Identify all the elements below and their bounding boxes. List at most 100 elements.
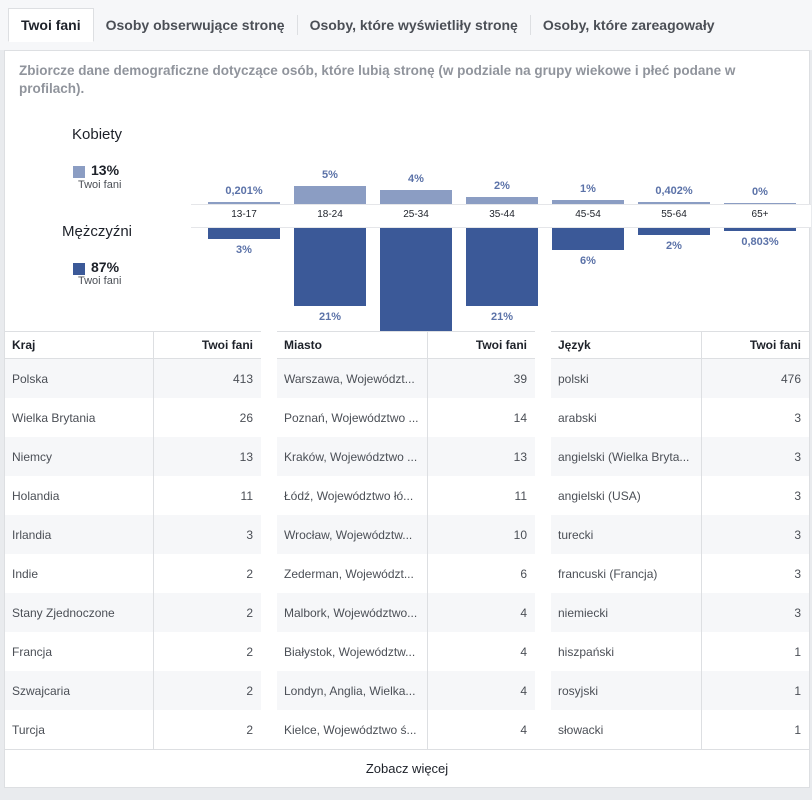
row-value: 2 [153, 593, 261, 632]
label-women-35-44: 2% [494, 179, 510, 192]
country-table: Kraj Twoi fani Polska 413 Wielka Brytania 2… [5, 331, 261, 749]
bar-women-55-64[interactable] [638, 202, 710, 204]
label-women-25-34: 4% [408, 172, 424, 185]
table-row: Stany Zjednoczone 2 [5, 593, 261, 632]
table-row: turecki 3 [551, 515, 809, 554]
row-value: 13 [427, 437, 535, 476]
bar-men-13-17[interactable] [208, 228, 280, 240]
men-swatch [73, 263, 85, 275]
bar-women-18-24[interactable] [294, 186, 366, 204]
row-name: rosyjski [558, 683, 599, 698]
table-row: Białystok, Województw... 4 [277, 632, 535, 671]
table-row: angielski (Wielka Bryta... 3 [551, 437, 809, 476]
bar-women-35-44[interactable] [466, 196, 538, 204]
table-row: Kraków, Województwo ... 13 [277, 437, 535, 476]
row-name: Białystok, Województw... [284, 644, 416, 659]
table-row: Kielce, Województwo ś... 4 [277, 710, 535, 749]
tables-area: Kraj Twoi fani Polska 413 Wielka Brytania 2… [5, 331, 811, 749]
row-name: Holandia [12, 488, 60, 503]
row-value: 10 [427, 515, 535, 554]
table-row: francuski (Francja) 3 [551, 554, 809, 593]
bar-women-45-54[interactable] [552, 200, 624, 204]
tab-fans[interactable]: Twoi fani [8, 8, 94, 42]
table-header: Kraj Twoi fani [5, 331, 261, 359]
bar-men-45-54[interactable] [552, 228, 624, 251]
header-fans[interactable]: Twoi fani [153, 332, 261, 358]
table-row: Indie 2 [5, 554, 261, 593]
row-name: Szwajcaria [12, 683, 71, 698]
bar-women-13-17[interactable] [208, 202, 280, 204]
row-value: 3 [701, 476, 809, 515]
row-value: 2 [153, 632, 261, 671]
row-name: Indie [12, 566, 39, 581]
age-label-55-64: 55-64 [661, 209, 687, 220]
label-men-35-44: 21% [490, 310, 514, 323]
label-women-13-17: 0,201% [225, 185, 263, 197]
table-row: Łódź, Województwo łó... 11 [277, 476, 535, 515]
table-gap [535, 331, 551, 749]
table-row: Niemcy 13 [5, 437, 261, 476]
table-row: arabski 3 [551, 398, 809, 437]
see-more-button[interactable]: Zobacz więcej [5, 749, 809, 787]
women-pct: 13% [91, 162, 120, 178]
table-row: polski 476 [551, 359, 809, 398]
header-country[interactable]: Kraj [12, 338, 36, 352]
tab-separator [529, 15, 531, 35]
row-name: Stany Zjednoczone [12, 605, 115, 620]
row-value: 13 [153, 437, 261, 476]
bar-men-65+[interactable] [724, 228, 796, 231]
women-sub: Twoi fani [78, 179, 122, 191]
row-value: 11 [427, 476, 535, 515]
row-name: Turcja [12, 722, 45, 737]
row-value: 11 [153, 476, 261, 515]
row-name: polski [558, 371, 589, 386]
table-row: Szwajcaria 2 [5, 671, 261, 710]
row-value: 26 [153, 398, 261, 437]
age-gender-chart: Kobiety 13% Twoi fani Mężczyźni 87% Twoi… [5, 51, 811, 371]
row-value: 14 [427, 398, 535, 437]
tab-followers[interactable]: Osoby obserwujące stronę [105, 17, 285, 33]
men-title: Mężczyźni [62, 223, 133, 240]
row-value: 413 [153, 359, 261, 398]
label-men-18-24: 21% [318, 310, 342, 323]
tab-separator [296, 15, 298, 35]
row-name: Warszawa, Województ... [284, 371, 415, 386]
row-value: 39 [427, 359, 535, 398]
language-table: Język Twoi fani polski 476 arabski 3 angiels… [551, 331, 809, 749]
age-axis-band [191, 204, 811, 228]
table-row: angielski (USA) 3 [551, 476, 809, 515]
tab-engaged[interactable]: Osoby, które zareagowały [542, 17, 715, 33]
header-language[interactable]: Język [558, 338, 591, 352]
header-fans[interactable]: Twoi fani [427, 332, 535, 358]
table-row: Malbork, Województwo... 4 [277, 593, 535, 632]
age-label-35-44: 35-44 [489, 209, 515, 220]
description-text: Zbiorcze dane demograficzne dotyczące os… [19, 63, 736, 96]
table-row: Holandia 11 [5, 476, 261, 515]
header-fans[interactable]: Twoi fani [701, 332, 809, 358]
table-row: Zederman, Województ... 6 [277, 554, 535, 593]
row-name: Łódź, Województwo łó... [284, 488, 414, 503]
row-value: 3 [701, 437, 809, 476]
bar-women-25-34[interactable] [380, 189, 452, 204]
row-name: arabski [558, 410, 597, 425]
row-value: 2 [153, 671, 261, 710]
tab-viewers[interactable]: Osoby, które wyświetliły stronę [309, 17, 518, 33]
row-name: Kielce, Województwo ś... [284, 722, 417, 737]
table-row: Poznań, Województwo ... 14 [277, 398, 535, 437]
row-value: 476 [701, 359, 809, 398]
bar-men-55-64[interactable] [638, 228, 710, 236]
header-city[interactable]: Miasto [284, 338, 323, 352]
age-label-25-34: 25-34 [403, 209, 429, 220]
bar-women-65+[interactable] [724, 203, 796, 204]
bar-men-18-24[interactable] [294, 228, 366, 306]
men-pct: 87% [91, 259, 120, 275]
row-name: Londyn, Anglia, Wielka... [284, 683, 416, 698]
row-value: 4 [427, 710, 535, 749]
row-name: Francja [12, 644, 53, 659]
row-value: 1 [701, 632, 809, 671]
table-row: Irlandia 3 [5, 515, 261, 554]
table-gap [261, 331, 277, 749]
table-row: słowacki 1 [551, 710, 809, 749]
bar-men-35-44[interactable] [466, 228, 538, 306]
table-row: Turcja 2 [5, 710, 261, 749]
